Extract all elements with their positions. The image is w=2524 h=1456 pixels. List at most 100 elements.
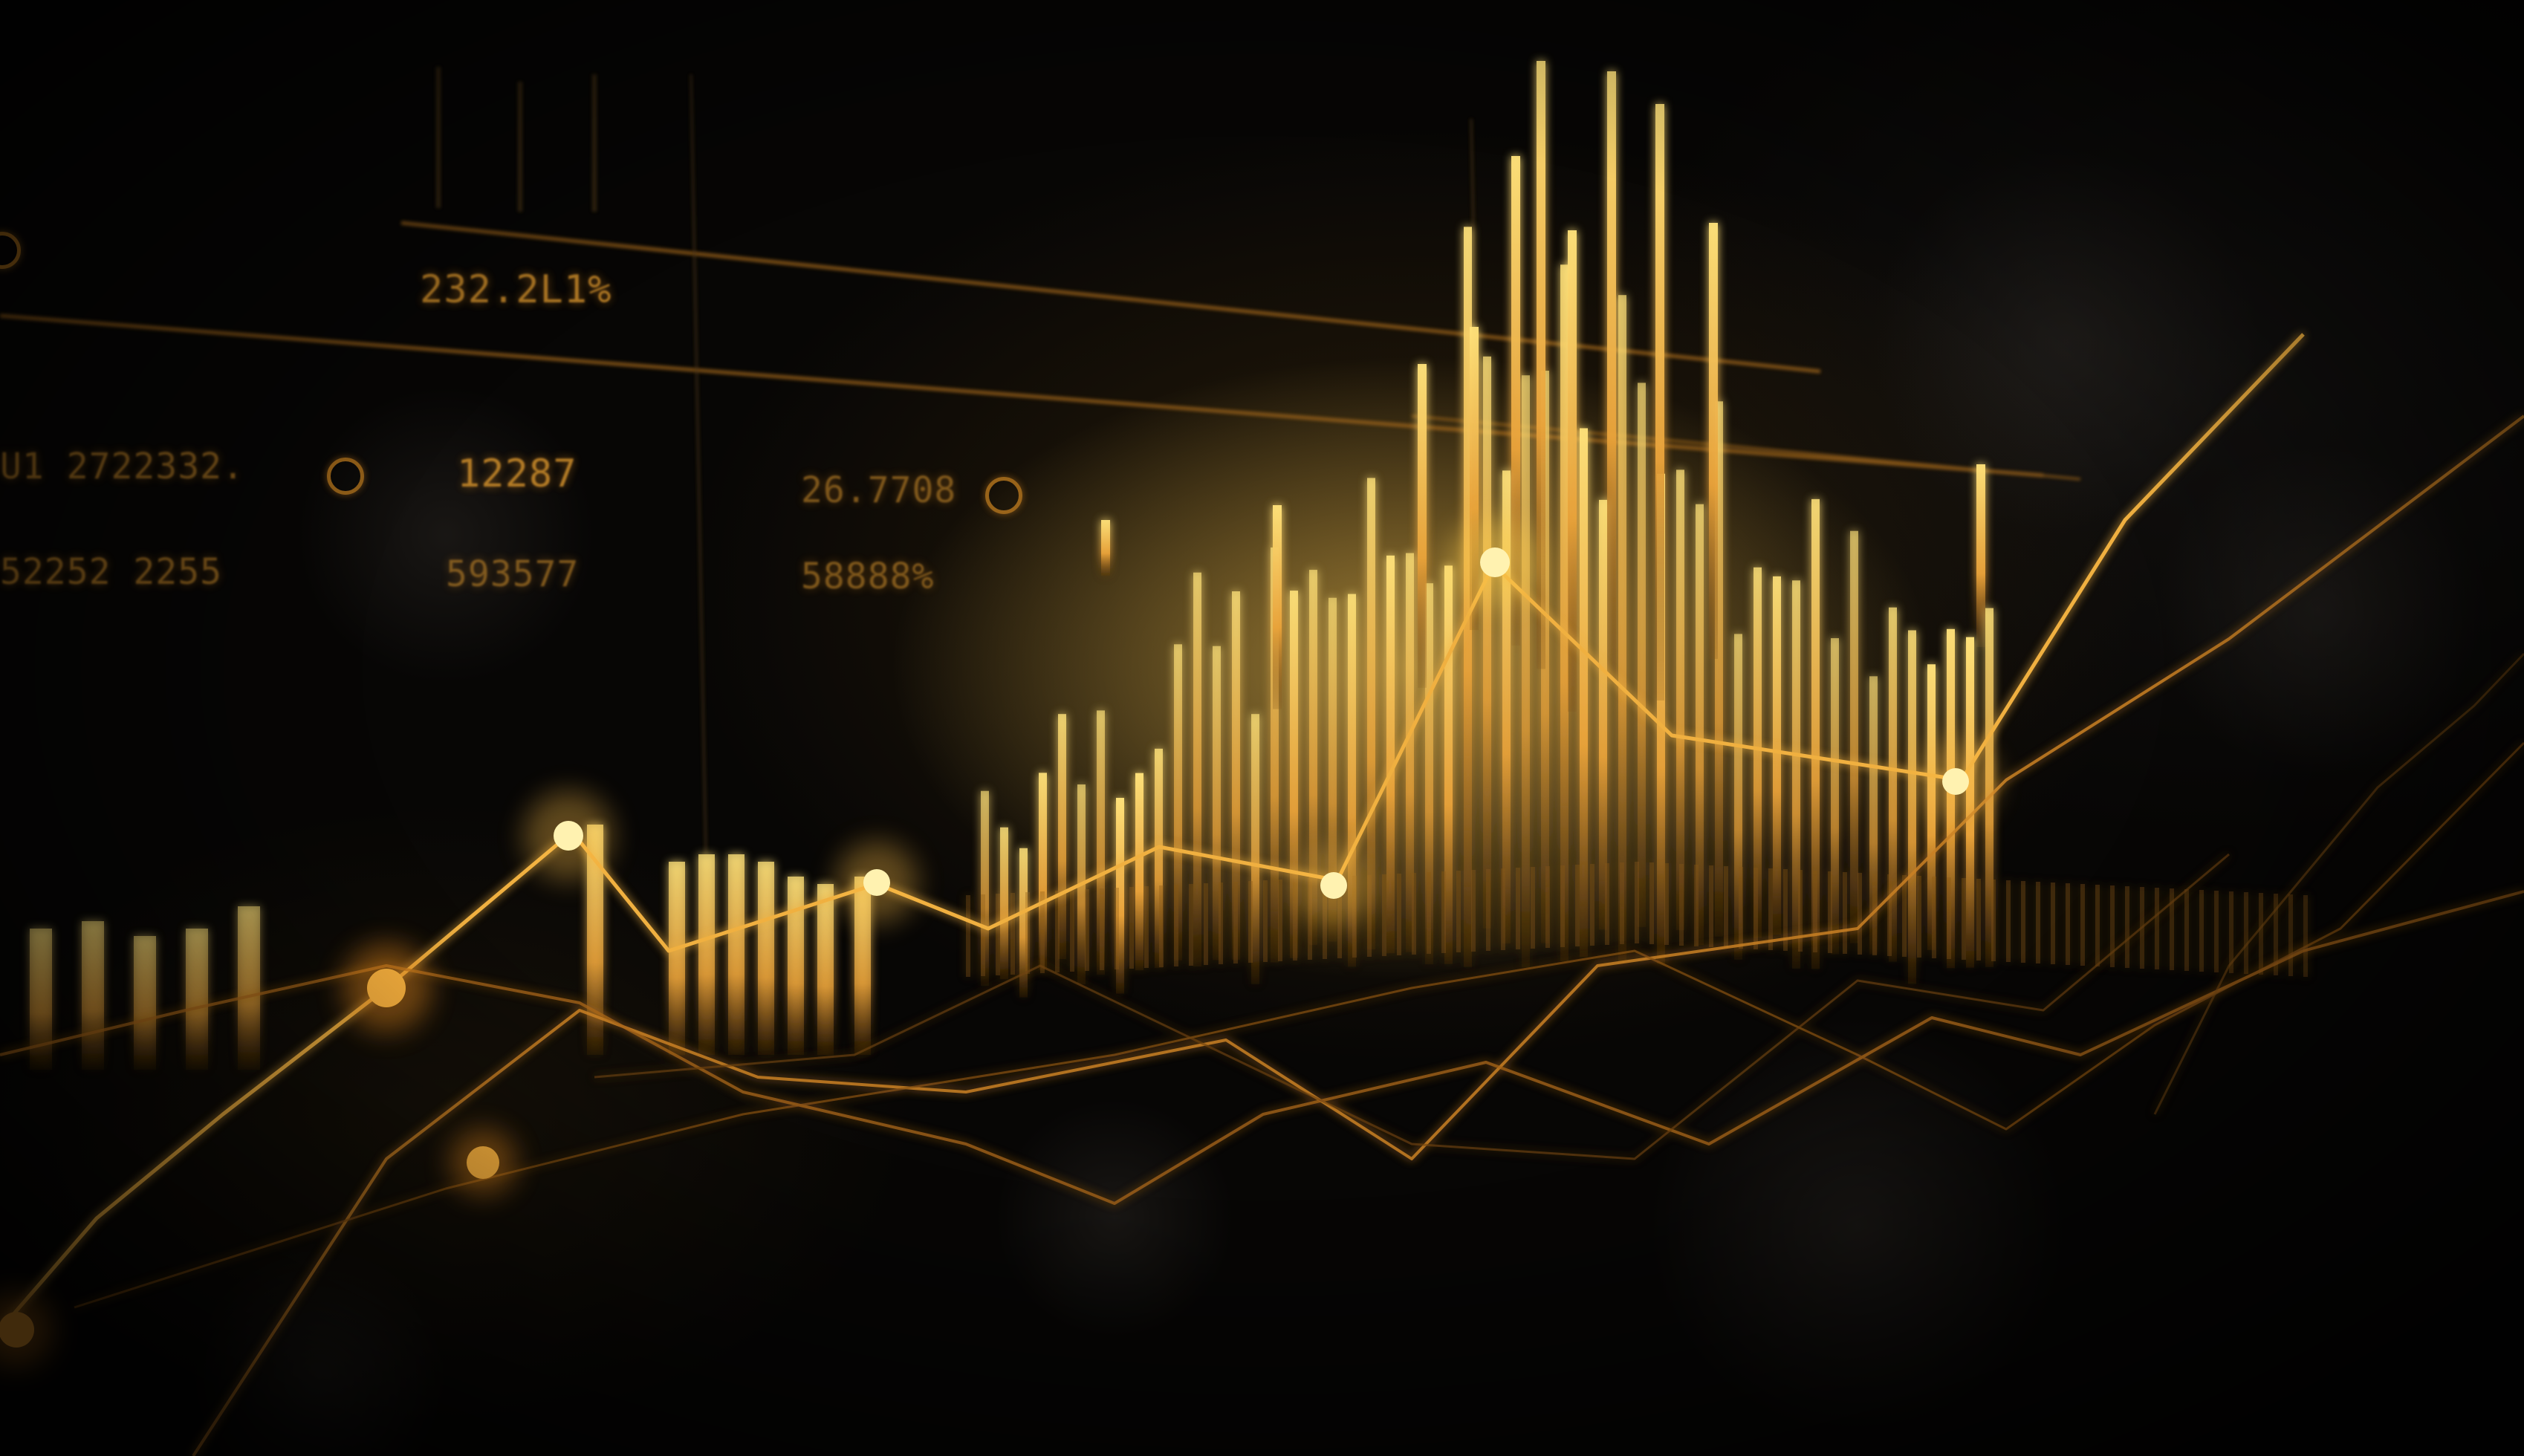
bar-reflection [1679,864,1684,946]
hud-readout-ratio: 58888% [801,556,935,597]
bar-mark [758,862,774,1055]
bar-reflection [1724,866,1728,948]
bar-reflection [2214,891,2219,972]
bar-reflection [1739,867,1743,949]
hud-readout-count: 593577 [446,553,580,595]
bar-reflection [2244,892,2248,974]
bar-mark [30,929,52,1070]
bar-reflection [1501,868,1505,950]
bar-reflection [1144,886,1149,968]
bar-reflection [2051,883,2055,964]
ring-marker-icon [327,458,364,495]
bar-mark [788,877,804,1055]
bar-reflection [1219,883,1223,964]
bar-reflection [1263,880,1268,962]
bar-mark [1522,375,1530,968]
bar-reflection [1427,872,1431,954]
glow-node-icon [1293,845,1375,926]
bar-reflection [1204,883,1208,965]
bar-mark [1483,356,1491,929]
bar-reflection [1397,874,1401,955]
bar-reflection [1412,873,1416,955]
bar-reflection [2036,882,2040,963]
bar-reflection [966,895,970,977]
bar-reflection [1516,868,1520,949]
glow-node-icon [836,842,918,923]
bar-reflection [1605,863,1609,945]
bar-mark [1607,71,1616,682]
bar-reflection [981,894,985,976]
bar-reflection [1768,868,1773,950]
bar-reflection [1085,889,1089,971]
bar-mark [1709,223,1718,660]
bar-reflection [1917,876,1921,958]
bar-mark [1976,464,1985,647]
bar-reflection [2006,880,2011,962]
glow-node-icon [342,943,431,1033]
bar-mark [1655,104,1664,701]
bar-reflection [1991,880,1996,961]
bar-mark [1638,383,1646,927]
bar-reflection [2155,888,2159,969]
bar-reflection [1858,873,1862,955]
bar-reflection [2184,889,2189,971]
hud-readout-value: 12287 [457,452,577,496]
bar-mark [1135,773,1143,971]
bar-reflection [1962,878,1966,960]
bar-reflection [1174,885,1178,966]
glow-node-icon [0,1293,53,1367]
bar-reflection [2066,883,2070,965]
bar-reflection [1664,863,1669,945]
bar-mark [1850,530,1858,943]
glow-node-icon [1915,741,1996,822]
bar-reflection [1620,862,1624,944]
bar-reflection [1976,879,1981,961]
bar-reflection [2021,881,2025,963]
bar-mark [669,862,685,1055]
bar-mark [1193,572,1201,967]
bar-reflection [1709,865,1713,947]
bar-reflection [1115,888,1119,969]
bar-reflection [1887,874,1892,956]
bar-reflection [1932,877,1936,958]
bar-reflection [2288,894,2293,976]
bar-mark [1000,827,1008,980]
bar-reflection [1635,862,1639,943]
bar-reflection [1248,881,1253,963]
hud-readout-rate: 26.7708 [801,469,957,511]
bar-reflection [1590,864,1594,946]
bar-reflection [1902,875,1907,957]
bar-reflection [1560,865,1565,947]
glow-node-icon [450,1129,516,1196]
bar-reflection [1055,891,1060,972]
bar-reflection [1575,865,1580,946]
bar-reflection [1798,870,1803,952]
bar-mark [817,884,834,1055]
bar-reflection [1129,887,1134,969]
bar-mark [1537,61,1545,669]
bar-mark [1418,364,1427,688]
bar-reflection [2080,884,2085,966]
ring-marker-icon [985,477,1022,514]
bar-reflection [1531,867,1535,949]
bar-reflection [1159,885,1164,967]
bar-reflection [1189,884,1193,966]
bar-mark [1773,576,1781,935]
bar-mark [1676,469,1684,931]
bar-mark [82,921,104,1070]
bar-reflection [2125,886,2129,968]
hud-readout-code: 52252 2255 [0,551,222,593]
bar-reflection [1754,868,1758,949]
bar-mark [1580,428,1588,957]
bar-reflection [1382,874,1386,956]
bar-mark [1386,555,1395,954]
bar-reflection [996,894,1000,975]
bar-reflection [1010,893,1015,975]
bar-reflection [1100,888,1104,970]
bar-reflection [2095,885,2100,966]
bar-reflection [1471,870,1476,952]
bar-reflection [2303,895,2308,977]
glow-node-icon [524,791,613,880]
bar-reflection [2259,893,2263,975]
